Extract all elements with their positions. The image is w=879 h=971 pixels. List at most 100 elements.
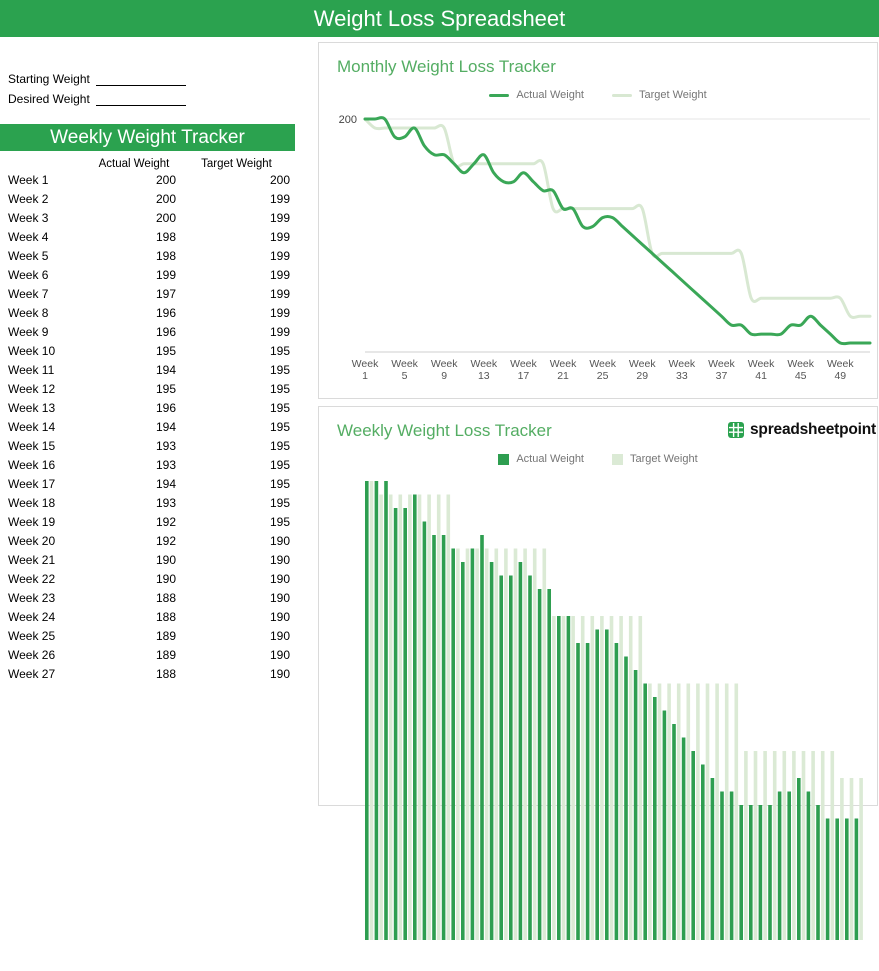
week-label-cell: Week 9 xyxy=(8,324,49,339)
actual-weight-cell[interactable]: 193 xyxy=(155,495,176,510)
svg-text:200: 200 xyxy=(339,114,357,126)
actual-weight-cell[interactable]: 195 xyxy=(155,343,176,358)
table-row: Week 9 196 199 xyxy=(0,322,295,341)
table-row: Week 23 188 190 xyxy=(0,588,295,607)
target-weight-cell[interactable]: 199 xyxy=(269,248,290,263)
starting-weight-row: Starting Weight xyxy=(8,72,306,86)
target-weight-cell[interactable]: 199 xyxy=(269,210,290,225)
target-weight-cell[interactable]: 199 xyxy=(269,267,290,282)
actual-weight-cell[interactable]: 198 xyxy=(155,248,176,263)
target-weight-cell[interactable]: 195 xyxy=(269,495,290,510)
weekly-chart-title-row: Weekly Weight Loss Tracker spreadsheetpo… xyxy=(319,407,877,441)
target-weight-cell[interactable]: 199 xyxy=(269,324,290,339)
week-label-cell: Week 12 xyxy=(8,381,56,396)
week-label-cell: Week 23 xyxy=(8,590,56,605)
actual-weight-cell[interactable]: 188 xyxy=(155,609,176,624)
actual-weight-cell[interactable]: 194 xyxy=(155,419,176,434)
target-weight-cell[interactable]: 199 xyxy=(269,191,290,206)
actual-weight-cell[interactable]: 193 xyxy=(155,438,176,453)
target-weight-cell[interactable]: 199 xyxy=(269,229,290,244)
legend-item-target: Target Weight xyxy=(612,89,707,101)
table-row: Week 15 193 195 xyxy=(0,436,295,455)
table-row: Week 12 195 195 xyxy=(0,379,295,398)
week-label-cell: Week 14 xyxy=(8,419,56,434)
target-weight-cell[interactable]: 195 xyxy=(269,362,290,377)
left-panel: Starting Weight Desired Weight Weekly We… xyxy=(0,37,306,683)
legend-label-target-bars: Target Weight xyxy=(630,453,698,465)
target-weight-cell[interactable]: 190 xyxy=(269,666,290,681)
target-weight-cell[interactable]: 190 xyxy=(269,609,290,624)
target-weight-cell[interactable]: 195 xyxy=(269,457,290,472)
actual-weight-cell[interactable]: 189 xyxy=(155,647,176,662)
table-row: Week 5 198 199 xyxy=(0,246,295,265)
week-label-cell: Week 15 xyxy=(8,438,56,453)
week-label-cell: Week 4 xyxy=(8,229,49,244)
table-row: Week 2 200 199 xyxy=(0,189,295,208)
actual-weight-cell[interactable]: 194 xyxy=(155,362,176,377)
page-title: Weight Loss Spreadsheet xyxy=(313,5,566,31)
week-label-cell: Week 13 xyxy=(8,400,56,415)
week-label-cell: Week 19 xyxy=(8,514,56,529)
target-weight-cell[interactable]: 200 xyxy=(269,172,290,187)
starting-weight-label: Starting Weight xyxy=(8,72,90,86)
target-weight-cell[interactable]: 195 xyxy=(269,476,290,491)
desired-weight-input[interactable] xyxy=(96,94,186,106)
target-weight-cell[interactable]: 195 xyxy=(269,381,290,396)
actual-weight-cell[interactable]: 197 xyxy=(155,286,176,301)
actual-weight-cell[interactable]: 200 xyxy=(155,172,176,187)
target-weight-cell[interactable]: 190 xyxy=(269,590,290,605)
actual-weight-cell[interactable]: 200 xyxy=(155,191,176,206)
actual-weight-cell[interactable]: 190 xyxy=(155,552,176,567)
target-weight-cell[interactable]: 199 xyxy=(269,286,290,301)
target-weight-cell[interactable]: 190 xyxy=(269,571,290,586)
actual-weight-cell[interactable]: 199 xyxy=(155,267,176,282)
week-label-cell: Week 26 xyxy=(8,647,56,662)
actual-weight-cell[interactable]: 190 xyxy=(155,571,176,586)
week-label-cell: Week 1 xyxy=(8,172,49,187)
actual-weight-cell[interactable]: 196 xyxy=(155,324,176,339)
weight-inputs: Starting Weight Desired Weight xyxy=(8,72,306,106)
actual-weight-cell[interactable]: 189 xyxy=(155,628,176,643)
week-label-cell: Week 22 xyxy=(8,571,56,586)
target-weight-cell[interactable]: 195 xyxy=(269,514,290,529)
starting-weight-input[interactable] xyxy=(96,74,186,86)
spreadsheetpoint-logo[interactable]: spreadsheetpoint xyxy=(727,421,876,439)
week-label-cell: Week 11 xyxy=(8,362,55,377)
table-row: Week 7 197 199 xyxy=(0,284,295,303)
target-weight-cell[interactable]: 190 xyxy=(269,628,290,643)
target-weight-cell[interactable]: 190 xyxy=(269,647,290,662)
actual-weight-cell[interactable]: 193 xyxy=(155,457,176,472)
table-row: Week 21 190 190 xyxy=(0,550,295,569)
actual-weight-cell[interactable]: 188 xyxy=(155,590,176,605)
app-header: Weight Loss Spreadsheet xyxy=(0,0,879,37)
target-weight-cell[interactable]: 195 xyxy=(269,438,290,453)
monthly-chart-panel: Monthly Weight Loss Tracker Actual Weigh… xyxy=(318,42,878,399)
legend-item-actual-bars: Actual Weight xyxy=(498,453,584,465)
weekly-chart-title: Weekly Weight Loss Tracker xyxy=(337,421,552,440)
target-weight-cell[interactable]: 190 xyxy=(269,533,290,548)
actual-weight-cell[interactable]: 200 xyxy=(155,210,176,225)
actual-weight-cell[interactable]: 188 xyxy=(155,666,176,681)
target-weight-cell[interactable]: 199 xyxy=(269,305,290,320)
table-row: Week 19 192 195 xyxy=(0,512,295,531)
target-weight-cell[interactable]: 190 xyxy=(269,552,290,567)
spreadsheet-grid-icon xyxy=(728,422,744,438)
target-weight-cell[interactable]: 195 xyxy=(269,419,290,434)
desired-weight-row: Desired Weight xyxy=(8,92,306,106)
actual-weight-cell[interactable]: 196 xyxy=(155,400,176,415)
actual-weight-cell[interactable]: 196 xyxy=(155,305,176,320)
actual-weight-cell[interactable]: 192 xyxy=(155,533,176,548)
week-label-cell: Week 8 xyxy=(8,305,49,320)
actual-weight-cell[interactable]: 195 xyxy=(155,381,176,396)
weekly-bar-chart xyxy=(365,481,863,940)
actual-weight-cell[interactable]: 192 xyxy=(155,514,176,529)
actual-weight-cell[interactable]: 194 xyxy=(155,476,176,491)
target-weight-bar-swatch xyxy=(612,453,623,465)
target-weight-cell[interactable]: 195 xyxy=(269,343,290,358)
target-weight-cell[interactable]: 195 xyxy=(269,400,290,415)
actual-weight-cell[interactable]: 198 xyxy=(155,229,176,244)
actual-weight-bar-swatch xyxy=(498,453,510,465)
